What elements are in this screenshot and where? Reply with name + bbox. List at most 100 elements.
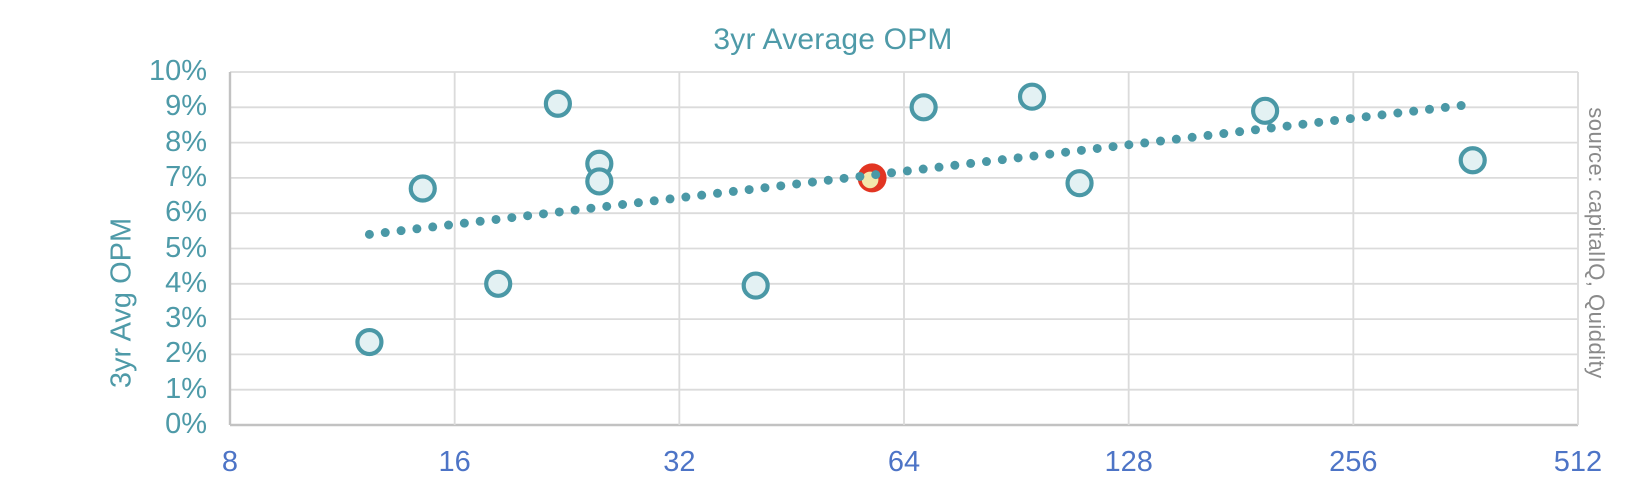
trendline-dot: [554, 207, 564, 217]
x-tick-label: 256: [1329, 446, 1378, 478]
trendline-dot: [966, 158, 976, 168]
trendline-dot: [1282, 121, 1292, 131]
y-tick-label: 7%: [165, 160, 207, 193]
y-tick-label: 10%: [148, 55, 207, 87]
trendline-dot: [697, 190, 707, 200]
trendline-dot: [380, 228, 390, 238]
trendline-dot: [981, 157, 991, 167]
trendline-dot: [1076, 145, 1086, 155]
trendline-dot: [760, 183, 770, 193]
scatter-point: [1458, 146, 1487, 175]
scatter-point: [484, 269, 513, 298]
y-tick-label: 0%: [165, 408, 207, 440]
trendline-dot: [602, 201, 612, 211]
trendline-dot: [1456, 101, 1466, 111]
scatter-point: [1065, 169, 1094, 198]
scatter-point: [355, 327, 384, 357]
trendline-dot: [807, 177, 817, 187]
chart-title: 3yr Average OPM: [713, 23, 953, 56]
x-tick-label: 512: [1553, 446, 1603, 478]
trendline-dot: [475, 216, 485, 226]
trendline-dot: [1361, 112, 1371, 122]
y-tick-label: 1%: [165, 372, 207, 405]
x-tick-label: 32: [663, 446, 696, 478]
trendline-dot: [1061, 147, 1071, 157]
trendline-dot: [364, 229, 374, 239]
trendline-dot: [918, 164, 928, 174]
trendline-dot: [1235, 127, 1245, 137]
y-tick-label: 2%: [165, 337, 207, 370]
y-tick-label: 4%: [165, 266, 207, 299]
trendline-dot: [887, 168, 897, 178]
trendline-dot: [665, 194, 675, 204]
trendline-dot: [459, 218, 469, 228]
trendline-dot: [776, 181, 786, 191]
trendline-dot: [507, 213, 517, 223]
trendline-dot: [523, 211, 533, 221]
trendline-dot: [1187, 132, 1197, 142]
trendline-dot: [649, 196, 659, 206]
source-note: source: capitalIQ, Quiddity: [1584, 107, 1609, 379]
y-tick-label: 9%: [165, 90, 207, 123]
trendline-dot: [792, 179, 802, 189]
trendline-dot: [428, 222, 438, 232]
trendline-dot: [934, 162, 944, 172]
scatter-point: [741, 271, 770, 300]
y-tick-label: 8%: [165, 125, 207, 158]
trendline-dot: [1029, 151, 1039, 161]
trendline-dot: [1250, 125, 1260, 135]
trendline-dot: [491, 214, 501, 224]
trendline-dot: [1203, 130, 1213, 140]
trendline-dot: [1140, 138, 1150, 148]
trendline-dot: [855, 171, 865, 181]
trendline-dot: [1156, 136, 1166, 146]
y-tick-label: 6%: [165, 196, 207, 229]
trendline-dot: [997, 155, 1007, 165]
trendline-dot: [1124, 140, 1134, 150]
trendline-dot: [1314, 117, 1324, 127]
trendline: [364, 101, 1466, 239]
trendline-dot: [1266, 123, 1276, 133]
trendline-dot: [444, 220, 454, 230]
trendline-dot: [633, 198, 643, 208]
trendline-dot: [1345, 114, 1355, 124]
scatter-point: [585, 167, 614, 196]
trendline-dot: [538, 209, 548, 219]
trendline-dot: [1298, 119, 1308, 129]
scatter-point: [909, 93, 938, 122]
trendline-dot: [823, 175, 833, 185]
scatter-point: [408, 174, 437, 203]
trendline-dot: [950, 160, 960, 170]
trendline-dot: [586, 203, 596, 213]
trendline-dot: [744, 185, 754, 195]
trendline-dot: [728, 186, 738, 196]
trendline-dot: [1045, 149, 1055, 159]
trendline-dot: [839, 173, 849, 183]
trendline-dot: [1171, 134, 1181, 144]
trendline-dot: [1108, 142, 1118, 152]
trendline-dot: [1440, 102, 1450, 112]
trendline-dot: [412, 224, 422, 234]
trendline-dot: [1393, 108, 1403, 118]
trendline-dot: [681, 192, 691, 202]
x-tick-label: 128: [1104, 446, 1153, 478]
trendline-dot: [902, 166, 912, 176]
scatter-point: [1251, 96, 1280, 125]
trendline-dot: [1377, 110, 1387, 120]
scatter-point: [1017, 82, 1047, 111]
x-tick-label: 64: [887, 446, 921, 478]
x-tick-label: 8: [221, 446, 239, 478]
trendline-dot: [618, 200, 628, 210]
y-tick-label: 3%: [165, 302, 207, 335]
trendline-dot: [1013, 153, 1023, 163]
trendline-dot: [1330, 115, 1340, 125]
trendline-dot: [713, 188, 723, 198]
trendline-dot: [396, 226, 406, 236]
trendline-dot: [871, 170, 881, 180]
trendline-dot: [1092, 143, 1102, 153]
trendline-dot: [1424, 104, 1434, 114]
x-tick-label: 16: [438, 446, 471, 478]
trendline-dot: [570, 205, 580, 215]
trendline-dot: [1219, 129, 1229, 139]
